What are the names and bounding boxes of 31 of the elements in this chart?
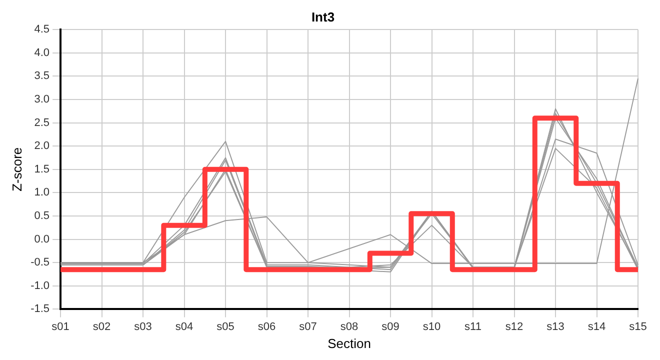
x-tick-label: s03: [134, 320, 152, 333]
x-tick-label: s04: [175, 320, 194, 333]
x-tick-label: s12: [505, 320, 524, 333]
y-tick-label: 1.5: [34, 163, 50, 176]
x-tick-label: s10: [422, 320, 441, 333]
y-tick-label: 4.0: [34, 46, 50, 59]
x-tick-label: s08: [340, 320, 358, 333]
y-tick-label: 3.5: [34, 70, 50, 82]
x-tick-label: s05: [216, 320, 234, 333]
y-tick-label: 2.0: [34, 140, 50, 152]
y-tick-label: -1.5: [30, 303, 50, 316]
x-axis-title: Section: [328, 336, 371, 351]
y-tick-label: -1.0: [30, 280, 50, 292]
chart-title: Int3: [311, 9, 335, 24]
y-tick-label: 3.0: [34, 94, 50, 106]
y-tick-label: 0.5: [34, 210, 50, 222]
y-tick-label: 2.5: [34, 116, 50, 129]
x-tick-label: s01: [52, 320, 70, 333]
x-tick-label: s14: [588, 320, 606, 333]
x-tick-label: s06: [258, 320, 276, 333]
x-tick-label: s15: [629, 320, 647, 333]
y-tick-label: 4.5: [34, 24, 50, 36]
y-tick-label: 1.0: [34, 186, 50, 199]
x-tick-label: s02: [92, 320, 111, 333]
x-tick-label: s07: [299, 320, 317, 333]
y-tick-label: -0.5: [30, 256, 50, 269]
y-axis-title: Z-score: [9, 147, 24, 192]
x-tick-label: s11: [464, 320, 482, 333]
x-tick-label: s09: [382, 320, 400, 333]
y-tick-label: 0.0: [34, 233, 50, 246]
x-tick-label: s13: [546, 320, 564, 333]
